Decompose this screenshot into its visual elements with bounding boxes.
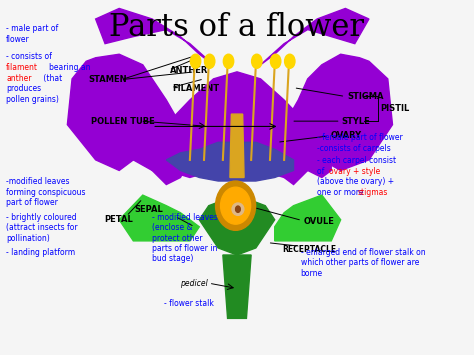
Polygon shape: [119, 195, 199, 241]
Text: ANTHER: ANTHER: [170, 66, 209, 75]
Text: anther: anther: [6, 73, 32, 83]
Polygon shape: [96, 9, 213, 65]
Text: - female part of flower: - female part of flower: [317, 133, 403, 142]
Text: -modified leaves
forming conspicuous
part of flower: -modified leaves forming conspicuous par…: [6, 178, 86, 207]
Ellipse shape: [236, 206, 240, 212]
Text: STAMEN: STAMEN: [89, 75, 127, 84]
Ellipse shape: [204, 54, 215, 68]
Text: pedicel: pedicel: [181, 279, 208, 288]
Text: - consists of: - consists of: [6, 53, 52, 61]
Text: FILAMENT: FILAMENT: [173, 83, 219, 93]
Text: pollen grains): pollen grains): [6, 95, 59, 104]
Text: POLLEN TUBE: POLLEN TUBE: [91, 117, 155, 126]
Text: ovary + style: ovary + style: [329, 167, 380, 176]
Polygon shape: [133, 72, 331, 178]
Text: - male part of
flower: - male part of flower: [6, 24, 58, 44]
Ellipse shape: [223, 54, 234, 68]
Text: - landing platform: - landing platform: [6, 248, 75, 257]
Text: SEPAL: SEPAL: [134, 206, 163, 214]
Text: produces: produces: [6, 84, 41, 93]
Polygon shape: [223, 255, 251, 318]
Ellipse shape: [216, 181, 255, 230]
Text: PETAL: PETAL: [104, 214, 133, 224]
Polygon shape: [230, 114, 244, 178]
Polygon shape: [261, 9, 369, 65]
Text: OVARY: OVARY: [330, 131, 362, 141]
Text: bearing an: bearing an: [48, 63, 90, 72]
Polygon shape: [166, 142, 293, 181]
Polygon shape: [275, 54, 392, 185]
Text: -consists of carpels: -consists of carpels: [317, 144, 391, 153]
Text: (that: (that: [41, 73, 63, 83]
Text: filament: filament: [6, 63, 38, 72]
Text: - modified leaves
(enclose &
protect other
parts of flower in
bud stage): - modified leaves (enclose & protect oth…: [152, 213, 218, 263]
Ellipse shape: [191, 54, 201, 68]
Ellipse shape: [232, 203, 244, 215]
Text: of: of: [317, 167, 327, 176]
Ellipse shape: [220, 187, 251, 224]
Text: STYLE: STYLE: [342, 117, 370, 126]
Text: STIGMA: STIGMA: [348, 92, 384, 101]
Text: (above the ovary) +: (above the ovary) +: [317, 178, 394, 186]
Polygon shape: [67, 54, 190, 185]
Text: - enlarged end of flower stalk on
which other parts of flower are
borne: - enlarged end of flower stalk on which …: [301, 248, 425, 278]
Text: stigmas: stigmas: [357, 188, 388, 197]
Text: - brightly coloured
(attract insects for
pollination): - brightly coloured (attract insects for…: [6, 213, 78, 242]
Ellipse shape: [252, 54, 262, 68]
Text: Parts of a flower: Parts of a flower: [109, 12, 365, 43]
Ellipse shape: [271, 54, 281, 68]
Polygon shape: [275, 195, 341, 241]
Text: - flower stalk: - flower stalk: [164, 299, 214, 308]
Polygon shape: [199, 199, 275, 255]
Text: RECEPTACLE: RECEPTACLE: [282, 245, 336, 253]
Text: PISTIL: PISTIL: [381, 104, 410, 113]
Ellipse shape: [284, 54, 295, 68]
Text: - each carpel consist: - each carpel consist: [317, 156, 396, 165]
Text: one or more: one or more: [317, 188, 366, 197]
Text: OVULE: OVULE: [303, 217, 334, 226]
